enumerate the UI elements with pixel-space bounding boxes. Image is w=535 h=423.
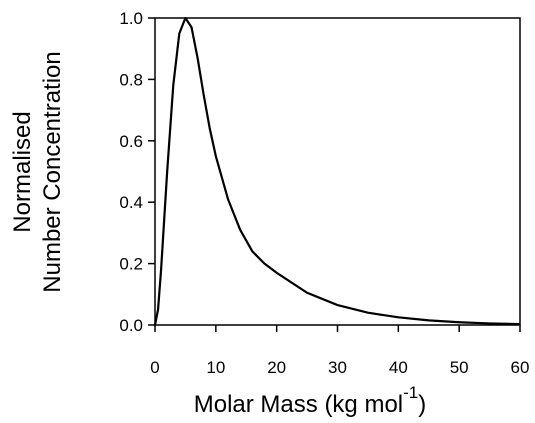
x-tick-label: 40 [389, 358, 408, 377]
x-label-sup: -1 [403, 383, 418, 402]
x-axis-label: Molar Mass (kg mol-1) [194, 383, 427, 418]
x-tick-label: 0 [150, 358, 159, 377]
line-series [153, 16, 521, 326]
y-tick-label: 0.6 [119, 132, 143, 151]
y-tick-label: 0.0 [119, 316, 143, 335]
y-tick-label: 1.0 [119, 9, 143, 28]
y-tick-label: 0.8 [119, 70, 143, 89]
x-label-end: ) [418, 391, 426, 418]
x-tick-label: 30 [328, 358, 347, 377]
y-tick-label: 0.4 [119, 193, 143, 212]
x-tick-label: 10 [206, 358, 225, 377]
x-tick-label: 60 [511, 358, 530, 377]
x-label-main: Molar Mass (kg mol [194, 391, 403, 418]
y-axis-label: Number Concentration [39, 51, 66, 292]
x-tick-label: 50 [450, 358, 469, 377]
x-tick-label: 20 [267, 358, 286, 377]
plot-frame [154, 17, 521, 326]
y-axis-label: Normalised [9, 111, 36, 232]
y-tick-label: 0.2 [119, 255, 143, 274]
